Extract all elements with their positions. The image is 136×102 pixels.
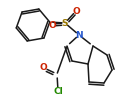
Text: S: S xyxy=(62,18,68,28)
Text: O: O xyxy=(39,63,47,72)
Text: N: N xyxy=(75,30,83,39)
Text: O: O xyxy=(48,21,56,29)
Text: O: O xyxy=(72,7,80,16)
Text: Cl: Cl xyxy=(53,86,63,95)
